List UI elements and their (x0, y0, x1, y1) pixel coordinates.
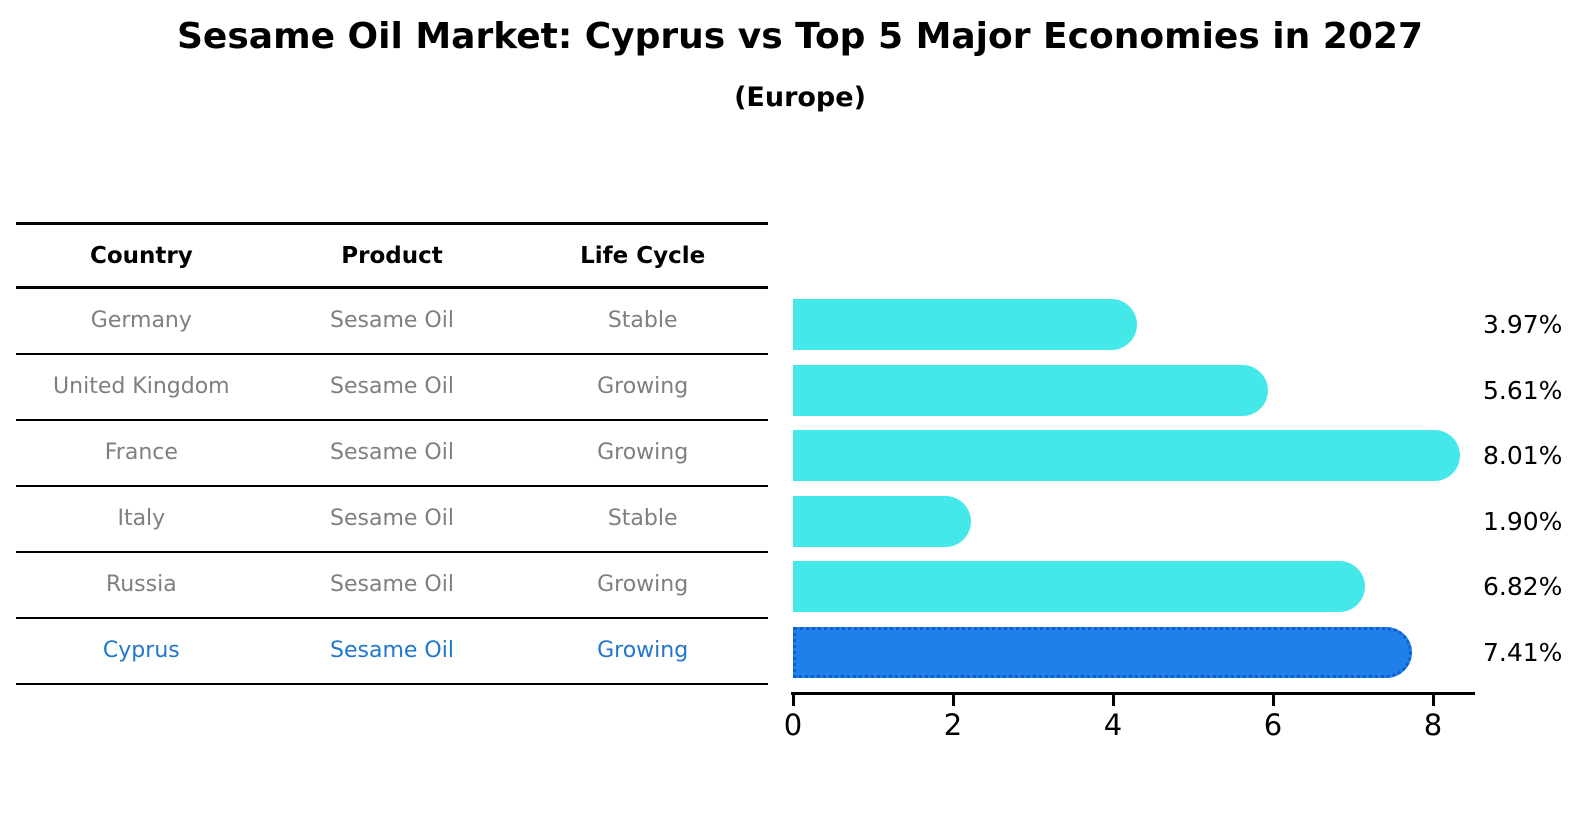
chart-title: Sesame Oil Market: Cyprus vs Top 5 Major… (177, 16, 1423, 57)
value-label-united-kingdom: 5.61% (1483, 376, 1563, 405)
value-label-germany: 3.97% (1483, 310, 1563, 339)
x-tick-mark-2 (951, 695, 955, 706)
bar-russia (793, 561, 1365, 612)
x-tick-label-2: 2 (943, 708, 963, 742)
column-header-life-cycle: Life Cycle (517, 222, 768, 289)
bar-germany (793, 299, 1137, 350)
cell-life-cycle: Growing (517, 419, 768, 487)
x-tick-mark-6 (1271, 695, 1275, 706)
cell-product: Sesame Oil (266, 617, 518, 685)
x-tick-label-4: 4 (1103, 708, 1123, 742)
cell-country: Cyprus (16, 617, 267, 685)
cell-product: Sesame Oil (266, 419, 518, 487)
cell-country: Russia (16, 551, 267, 619)
x-tick-label-0: 0 (783, 708, 803, 742)
bar-france (793, 430, 1460, 481)
cell-life-cycle: Stable (517, 287, 768, 355)
cell-country: Germany (16, 287, 267, 355)
cell-life-cycle: Growing (517, 551, 768, 619)
value-label-cyprus: 7.41% (1483, 638, 1563, 667)
table-row-cyprus: Cyprus Sesame Oil Growing (16, 617, 768, 685)
table-row-united-kingdom: United Kingdom Sesame Oil Growing (16, 353, 768, 421)
table-row-italy: Italy Sesame Oil Stable (16, 485, 768, 553)
bar-cyprus (793, 627, 1412, 678)
x-tick-mark-4 (1111, 695, 1115, 706)
cell-life-cycle: Growing (517, 617, 768, 685)
table-row-germany: Germany Sesame Oil Stable (16, 287, 768, 355)
x-tick-mark-8 (1431, 695, 1435, 706)
cell-product: Sesame Oil (266, 353, 518, 421)
cell-product: Sesame Oil (266, 551, 518, 619)
cell-product: Sesame Oil (266, 485, 518, 553)
cell-life-cycle: Growing (517, 353, 768, 421)
x-tick-label-8: 8 (1423, 708, 1443, 742)
cell-life-cycle: Stable (517, 485, 768, 553)
x-axis-line (791, 692, 1475, 695)
table-header-row: Country Product Life Cycle (16, 222, 768, 289)
value-label-italy: 1.90% (1483, 507, 1563, 536)
column-header-product: Product (266, 222, 518, 289)
country-table: Country Product Life Cycle Germany Sesame… (16, 222, 768, 685)
table-row-france: France Sesame Oil Growing (16, 419, 768, 487)
chart-subtitle: (Europe) (734, 82, 866, 113)
cell-product: Sesame Oil (266, 287, 518, 355)
value-label-russia: 6.82% (1483, 572, 1563, 601)
cell-country: Italy (16, 485, 267, 553)
cell-country: United Kingdom (16, 353, 267, 421)
cell-country: France (16, 419, 267, 487)
x-tick-mark-0 (791, 695, 795, 706)
column-header-country: Country (16, 222, 267, 289)
value-label-france: 8.01% (1483, 441, 1563, 470)
table-row-russia: Russia Sesame Oil Growing (16, 551, 768, 619)
bar-italy (793, 496, 971, 547)
x-tick-label-6: 6 (1263, 708, 1283, 742)
bar-united-kingdom (793, 365, 1268, 416)
